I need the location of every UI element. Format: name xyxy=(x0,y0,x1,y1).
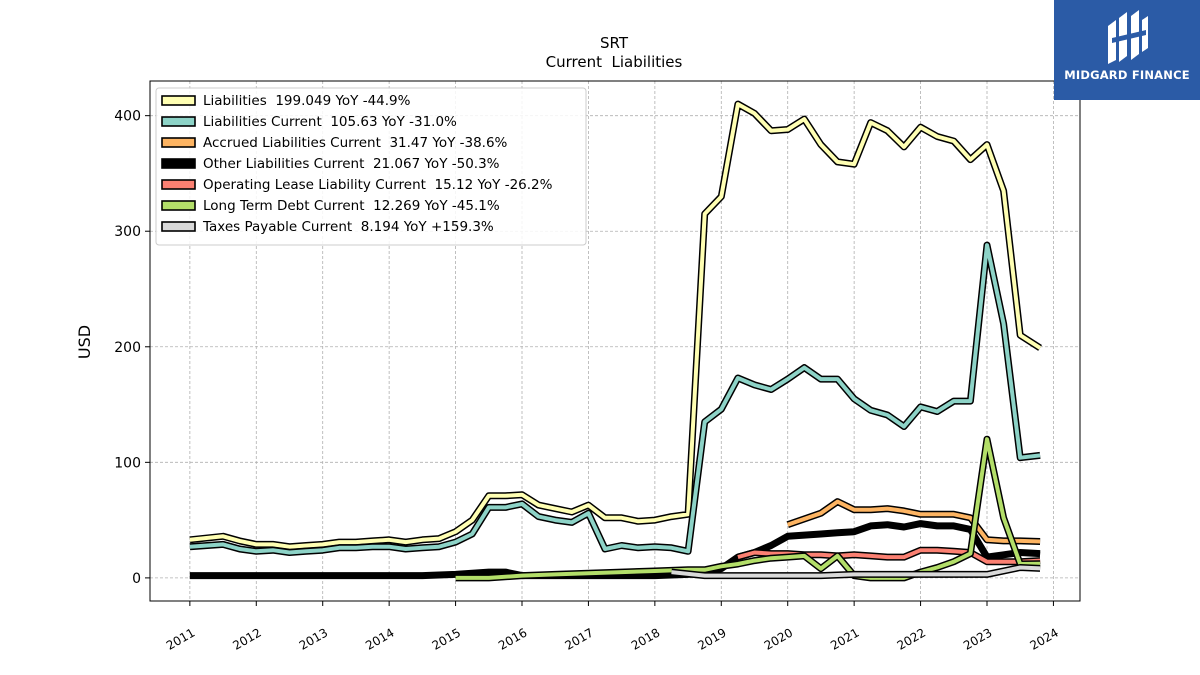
plot-frame xyxy=(149,80,1081,602)
logo-text: MIDGARD FINANCE xyxy=(1064,68,1190,82)
midgard-logo-mark-icon xyxy=(1108,10,1148,64)
legend-swatch xyxy=(161,95,196,106)
series-line xyxy=(455,437,1041,580)
x-tick-label: 2018 xyxy=(629,625,662,652)
series-2 xyxy=(786,498,1041,545)
y-tick-label: 100 xyxy=(114,455,141,471)
legend-label: Other Liabilities Current 21.067 YoY -50… xyxy=(203,156,500,172)
legend-label: Long Term Debt Current 12.269 YoY -45.1% xyxy=(203,198,500,214)
chart-title: SRT xyxy=(600,34,629,52)
x-tick-label: 2022 xyxy=(895,625,928,652)
series-line xyxy=(787,499,1041,544)
series-line-outline xyxy=(189,241,1041,556)
legend: Liabilities 199.049 YoY -44.9% Liabilitie… xyxy=(155,87,587,246)
series-layer xyxy=(189,100,1042,582)
x-tick-label: 2024 xyxy=(1027,625,1060,652)
x-tick-label: 2019 xyxy=(695,625,728,652)
series-line xyxy=(189,102,1042,549)
x-tick-label: 2023 xyxy=(961,625,994,652)
y-ticks: 0 100 200 300 400 xyxy=(114,109,150,587)
legend-box xyxy=(155,87,587,246)
y-tick-label: 400 xyxy=(114,109,141,125)
y-tick-label: 200 xyxy=(114,340,141,356)
series-5 xyxy=(455,435,1041,582)
x-tick-label: 2020 xyxy=(762,625,795,652)
legend-label: Accrued Liabilities Current 31.47 YoY -3… xyxy=(203,135,508,151)
x-tick-label: 2011 xyxy=(164,625,197,652)
legend-swatch xyxy=(161,200,196,211)
series-6 xyxy=(671,564,1041,580)
chart-subtitle: Current Liabilities xyxy=(546,53,683,71)
legend-swatch xyxy=(161,221,196,232)
legend-label: Liabilities 199.049 YoY -44.9% xyxy=(203,93,411,109)
x-tick-label: 2012 xyxy=(230,625,263,652)
legend-label: Liabilities Current 105.63 YoY -31.0% xyxy=(203,114,457,130)
legend-swatch xyxy=(161,137,196,148)
x-tick-label: 2017 xyxy=(562,625,595,652)
series-0 xyxy=(189,100,1042,551)
series-line xyxy=(189,243,1041,555)
legend-swatch xyxy=(161,158,196,169)
legend-label: Operating Lease Liability Current 15.12 … xyxy=(203,177,553,193)
x-tick-label: 2013 xyxy=(297,625,330,652)
x-tick-label: 2015 xyxy=(430,625,463,652)
series-line xyxy=(671,565,1041,578)
y-tick-label: 300 xyxy=(114,224,141,240)
series-1 xyxy=(189,241,1041,556)
legend-swatch xyxy=(161,116,196,127)
x-ticks: 2011 2012 2013 2014 2015 2016 2017 2018 2019 2020… xyxy=(164,601,1061,653)
x-tick-label: 2016 xyxy=(496,625,529,652)
midgard-finance-logo: MIDGARD FINANCE xyxy=(1054,0,1200,100)
x-tick-label: 2021 xyxy=(828,625,861,652)
y-tick-label: 0 xyxy=(132,571,141,587)
x-tick-label: 2014 xyxy=(363,625,396,652)
legend-label: Taxes Payable Current 8.194 YoY +159.3% xyxy=(202,219,494,235)
legend-swatch xyxy=(161,179,196,190)
y-axis-label: USD xyxy=(75,325,94,359)
